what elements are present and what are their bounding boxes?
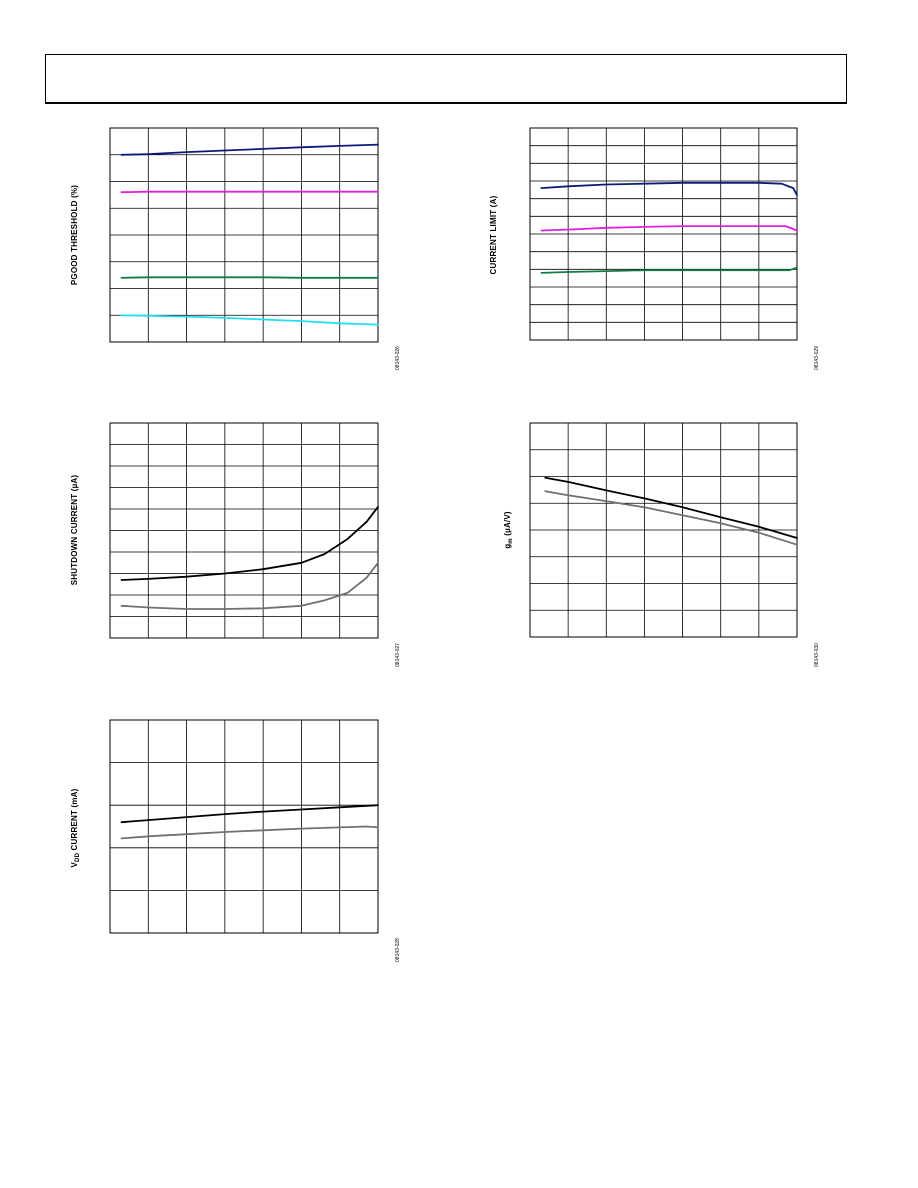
series-line-3 [540, 266, 798, 274]
figure-id: 08143-026 [395, 346, 401, 370]
series-line-2 [120, 561, 379, 610]
y-axis-label: VDD CURRENT (mA) [70, 788, 81, 867]
figure-id: 08143-027 [395, 643, 401, 667]
y-axis-label: SHUTDOWN CURRENT (µA) [70, 475, 79, 586]
figure-id: 08143-028 [395, 938, 401, 962]
series-line-2 [540, 225, 798, 232]
plot-frame [109, 719, 379, 934]
series-line-2 [120, 190, 379, 194]
series-line-1 [120, 506, 379, 581]
plot-frame [529, 127, 798, 341]
y-axis-label: gm (µA/V) [503, 511, 514, 549]
plot-frame [109, 127, 379, 343]
header-rule [45, 102, 847, 104]
plot-frame [109, 422, 379, 639]
page-header-box [45, 54, 847, 104]
series-line-4 [120, 314, 379, 326]
series-line-1 [544, 476, 798, 539]
series-line-1 [120, 143, 379, 156]
series-line-2 [544, 490, 798, 546]
figure-id: 08143-029 [814, 346, 820, 370]
y-axis-label: CURRENT LIMIT (A) [489, 195, 498, 274]
y-axis-label: PGOOD THRESHOLD (%) [70, 185, 79, 285]
series-line-1 [120, 804, 379, 824]
series-line-3 [120, 276, 379, 279]
series-line-1 [540, 181, 798, 196]
series-line-2 [120, 825, 379, 840]
plot-frame [529, 422, 798, 638]
figure-id: 08143-030 [814, 643, 820, 667]
